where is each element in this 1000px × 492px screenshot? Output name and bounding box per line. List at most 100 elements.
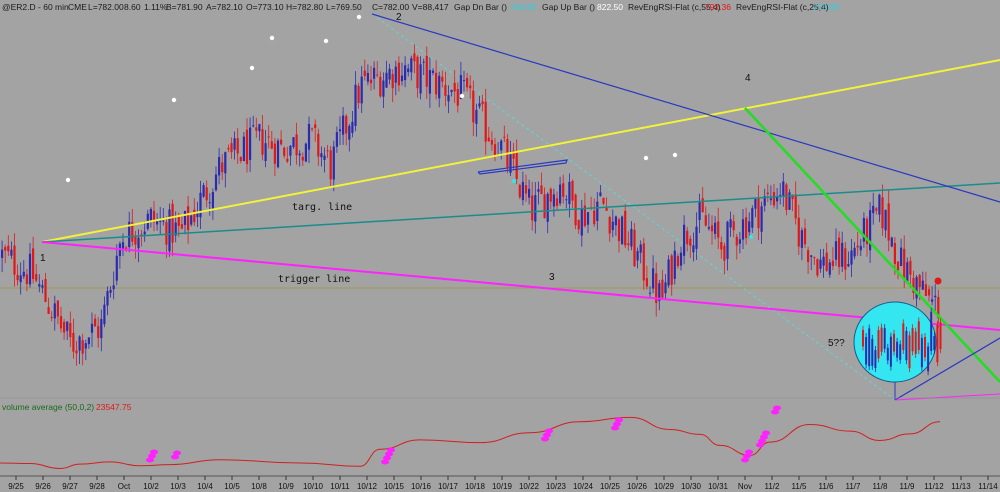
candle-body [345,115,348,134]
candle-body [413,53,416,62]
candle-body [889,336,892,367]
volume-marker [171,454,179,460]
signal-dot [672,152,678,158]
candle-body [884,209,887,231]
candle-body [466,77,469,88]
x-tick-label: 10/29 [654,482,675,491]
candle-body [152,210,156,223]
header-close: C=782.00 [372,2,409,12]
candle-body [794,194,797,219]
candle-body [911,328,914,352]
x-tick-label: 10/11 [330,482,350,491]
blue-upper-trendline[interactable] [371,13,1000,203]
x-tick-label: 10/25 [600,482,621,491]
candle-body [878,194,881,215]
candle-body [171,203,174,243]
candle-body [230,143,233,153]
candle-body [521,181,524,201]
candle-body [732,221,735,231]
candle-body [416,56,419,89]
volume-marker [745,449,753,455]
candle-body [874,350,877,368]
candle-body [112,285,115,290]
candle-body [258,124,261,132]
teal-trendline[interactable] [41,182,1000,243]
signal-dot [171,97,177,103]
candle-body [834,241,838,260]
pivot-label-5: 5?? [828,338,845,349]
candle-body [670,255,673,285]
green-trendline[interactable] [744,107,1000,383]
candle-body [16,274,19,281]
candle-body [617,219,621,242]
candle-body [156,219,159,225]
candle-body [348,125,351,140]
x-tick-label: 10/8 [251,482,267,491]
candle-body [369,79,373,84]
candle-body [90,323,94,333]
volume-marker [545,428,553,434]
candle-body [580,208,583,236]
candle-body [515,152,518,179]
x-tick-label: 11/12 [924,482,944,491]
candle-body [47,307,50,314]
candle-body [627,243,630,246]
candle-body [59,316,63,329]
candle-body [704,215,707,226]
candle-body [509,154,512,173]
candle-body [143,231,146,235]
candle-body [596,201,599,222]
candle-body [931,299,934,302]
candle-body [391,74,394,89]
rsi1-value: 792.36 [705,2,731,12]
x-tick-label: 11/14 [978,482,998,491]
candle-body [100,318,103,339]
candle-body [605,207,608,211]
candle-body [915,277,918,299]
candle-body [459,75,462,99]
volume-marker [773,405,781,411]
candle-body [813,256,816,258]
candle-body [44,278,47,302]
candle-body [648,292,652,294]
candle-body [317,133,320,157]
candle-body [807,250,810,263]
x-tick-label: 11/2 [765,482,781,491]
candle-body [766,192,769,195]
volume-average-value: 23547.75 [96,402,132,412]
x-tick-label: 10/2 [143,482,159,491]
target-line[interactable] [41,59,1000,243]
candle-body [25,274,28,284]
candle-body [683,224,686,256]
candle-body [893,333,895,352]
signal-dot [459,93,465,99]
candle-body [255,127,258,131]
header-symbol: @ER2.D - 60 min [2,2,69,12]
candle-body [924,284,927,296]
magenta-wedge-bottom[interactable] [894,393,1000,401]
candle-body [869,210,872,251]
rsi2-value: 773.08 [813,2,839,12]
candle-body [400,75,404,82]
header-last: L=782.00 [88,2,124,12]
trigger-line[interactable] [41,241,1000,331]
candle-body [611,221,614,231]
candle-body [776,195,779,202]
candle-body [692,245,695,253]
candle-body [763,196,766,206]
gap-dn-value: 765.80 [510,2,536,12]
candle-body [363,70,366,76]
candle-body [84,343,87,349]
candle-body [218,157,221,176]
candle-body [871,338,874,366]
candle-body [177,216,180,226]
candle-body [211,192,214,209]
candle-body [106,291,109,306]
candle-body [630,228,633,247]
candle-body [10,249,13,256]
candle-body [828,262,831,275]
candle-body [565,199,568,201]
pivot-label-2: 2 [396,12,402,23]
blue-wedge-lower[interactable] [894,337,1000,401]
